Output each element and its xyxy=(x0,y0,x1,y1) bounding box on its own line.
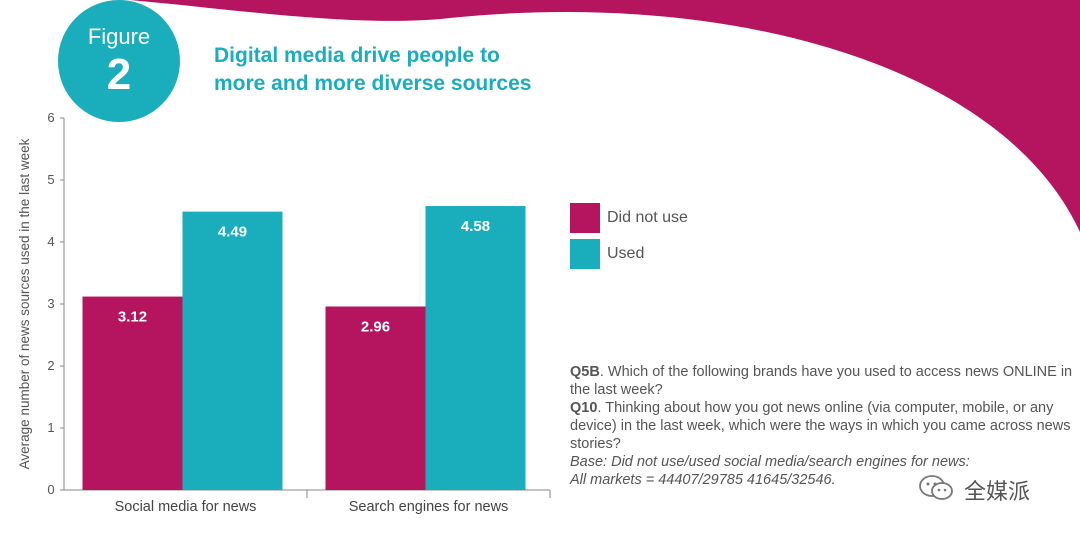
bar-value-label: 3.12 xyxy=(118,309,147,326)
y-tick-label: 3 xyxy=(47,296,54,311)
chart-title: Digital media drive people to more and m… xyxy=(214,42,574,98)
y-tick-label: 0 xyxy=(47,482,54,497)
q10-text: . Thinking about how you got news online… xyxy=(570,400,1071,452)
bar-did-not-use xyxy=(82,296,183,490)
y-tick-label: 6 xyxy=(47,110,54,125)
y-tick-label: 4 xyxy=(47,234,54,249)
legend-label-did-not-use: Did not use xyxy=(607,209,688,226)
bar-value-label: 2.96 xyxy=(361,318,390,335)
legend-label-used: Used xyxy=(607,245,645,262)
note-base-line-1: Base: Did not use/used social media/sear… xyxy=(570,454,970,470)
chart-title-line-2: more and more diverse sources xyxy=(214,72,532,95)
q5b-label: Q5B xyxy=(570,364,600,380)
bar-value-label: 4.49 xyxy=(218,224,247,241)
bar-used xyxy=(182,211,283,490)
chart-title-line-1: Digital media drive people to xyxy=(214,44,500,67)
x-category-label: Social media for news xyxy=(115,499,257,515)
q5b-text: . Which of the following brands have you… xyxy=(570,364,1073,398)
y-axis-title: Average number of news sources used in t… xyxy=(17,138,32,469)
figure-word: Figure xyxy=(87,24,151,49)
x-category-label: Search engines for news xyxy=(349,499,509,515)
bar-value-label: 4.58 xyxy=(461,218,490,235)
y-tick-label: 2 xyxy=(47,358,54,373)
y-tick-label: 1 xyxy=(47,420,54,435)
note-q10: Q10. Thinking about how you got news onl… xyxy=(570,399,1075,453)
q10-label: Q10 xyxy=(570,400,598,416)
note-base-line-2: All markets = 44407/29785 41645/32546. xyxy=(570,472,836,488)
bar-did-not-use xyxy=(325,306,426,490)
magenta-arc-shape xyxy=(0,0,1080,232)
y-tick-label: 5 xyxy=(47,172,54,187)
survey-notes: Q5B. Which of the following brands have … xyxy=(570,363,1075,489)
legend-swatch-did-not-use xyxy=(570,203,600,233)
note-q5b: Q5B. Which of the following brands have … xyxy=(570,363,1075,399)
figure-badge: Figure 2 xyxy=(58,0,180,122)
legend-swatch-used xyxy=(570,239,600,269)
bar-used xyxy=(425,206,526,491)
watermark-text: 全媒派 xyxy=(964,479,1031,504)
figure-number: 2 xyxy=(106,50,132,99)
wechat-icon xyxy=(919,475,953,500)
